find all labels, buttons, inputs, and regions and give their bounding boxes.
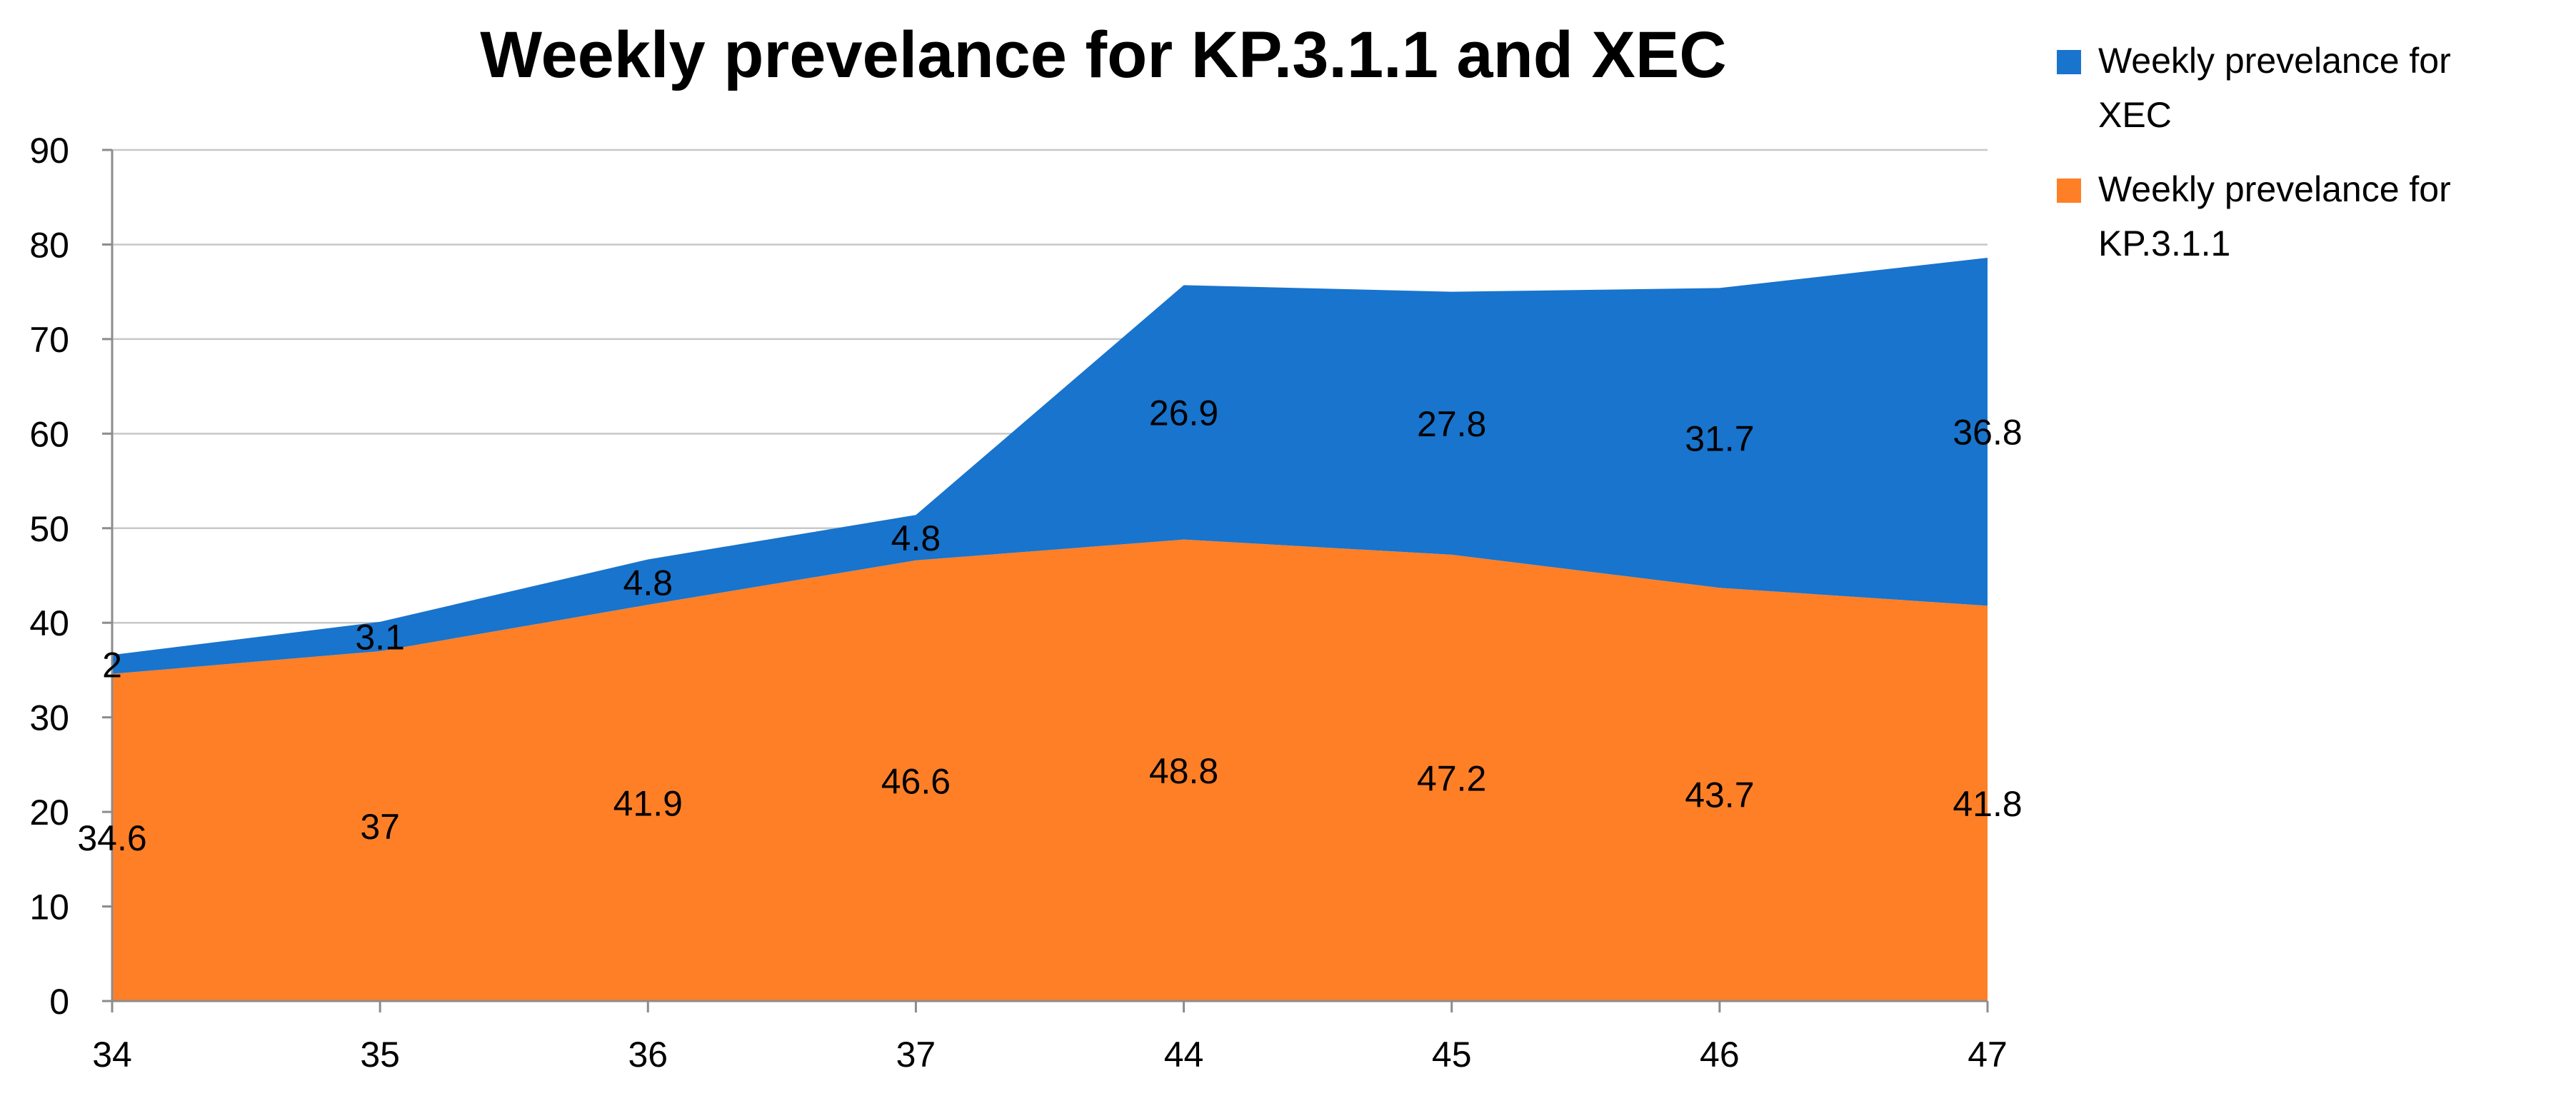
data-label-series-0-47: 41.8 [1953,784,2022,824]
y-tick-label-10: 10 [29,888,69,927]
x-tick-label-34: 34 [92,1035,132,1075]
y-tick-label-40: 40 [29,603,69,643]
legend-label-0-line-1: KP.3.1.1 [2098,223,2230,263]
data-label-series-1-46: 31.7 [1685,418,1754,458]
y-tick-label-20: 20 [29,793,69,833]
data-label-series-0-34: 34.6 [77,818,146,858]
data-label-series-1-35: 3.1 [355,617,405,657]
data-label-series-0-44: 48.8 [1149,751,1218,791]
data-label-series-1-44: 26.9 [1149,393,1218,433]
x-tick-label-44: 44 [1164,1035,1204,1075]
area-series-1 [112,257,1988,674]
x-tick-label-45: 45 [1432,1035,1472,1075]
data-label-series-0-45: 47.2 [1417,758,1486,798]
axes [111,150,1989,1012]
data-label-series-1-37: 4.8 [891,518,941,558]
data-label-series-0-35: 37 [360,807,400,847]
legend-swatch-0 [2057,179,2081,203]
y-tick-label-90: 90 [29,131,69,171]
data-label-series-1-45: 27.8 [1417,404,1486,444]
data-label-series-1-36: 4.8 [623,563,673,603]
y-tick-labels: 0 10 20 30 40 50 60 70 80 90 [29,131,69,1022]
y-tick-label-30: 30 [29,698,69,738]
data-label-series-1-47: 36.8 [1953,413,2022,453]
x-tick-label-46: 46 [1700,1035,1740,1075]
x-tick-label-35: 35 [360,1035,400,1075]
x-tick-label-37: 37 [896,1035,936,1075]
legend-swatch-1 [2057,50,2081,74]
area-series-0 [112,539,1988,1001]
data-label-series-0-37: 46.6 [881,761,951,801]
x-tick-label-36: 36 [628,1035,668,1075]
data-labels: 34.6 37 41.9 46.6 48.8 47.2 43.7 41.8 2 3.1 4.8 4.8… [77,393,2022,858]
x-tick-label-47: 47 [1968,1035,2008,1075]
legend-label-1-line-0: Weekly prevelance for [2098,41,2451,81]
data-label-series-0-46: 43.7 [1685,775,1754,815]
legend-label-1-line-1: XEC [2098,95,2172,135]
data-label-series-0-36: 41.9 [613,784,683,824]
chart-title: Weekly prevelance for KP.3.1.1 and XEC [480,19,1726,91]
data-label-series-1-34: 2 [102,645,122,685]
y-tick-label-80: 80 [29,225,69,265]
y-tick-label-50: 50 [29,509,69,549]
y-tick-label-70: 70 [29,320,69,360]
area-series [112,257,1988,1001]
y-tick-label-0: 0 [49,982,69,1022]
legend: Weekly prevelance for XEC Weekly prevelanc… [2057,41,2451,263]
y-tick-label-60: 60 [29,414,69,454]
legend-label-0-line-0: Weekly prevelance for [2098,169,2451,209]
x-tick-labels: 34 35 36 37 44 45 46 47 [92,1035,2008,1075]
